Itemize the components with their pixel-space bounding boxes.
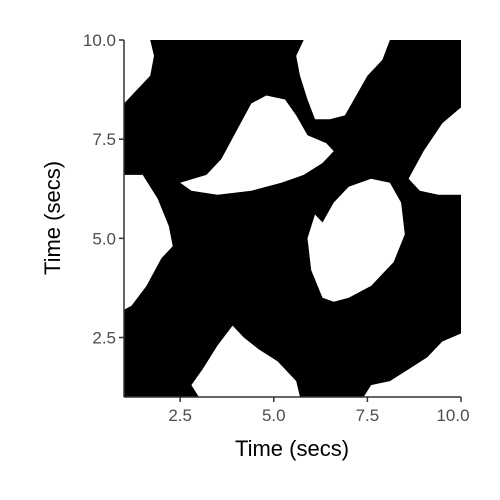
y-tick-label: 7.5 <box>92 130 116 149</box>
recurrent-fill <box>124 40 461 397</box>
non-recurrent-region <box>124 174 173 310</box>
plot-panel <box>123 40 461 398</box>
y-axis-ticks: 2.5 5.0 7.5 10.0 <box>83 31 124 348</box>
non-recurrent-region <box>191 325 300 397</box>
x-axis-title: Time (secs) <box>235 436 349 461</box>
y-tick-label: 5.0 <box>92 229 116 248</box>
x-tick-label: 2.5 <box>168 406 192 425</box>
non-recurrent-region <box>296 40 390 120</box>
non-recurrent-regions <box>124 40 461 397</box>
x-tick-label: 7.5 <box>356 406 380 425</box>
non-recurrent-region <box>180 95 334 195</box>
y-axis-title: Time (secs) <box>40 161 65 275</box>
non-recurrent-region <box>307 178 405 302</box>
x-tick-label: 5.0 <box>262 406 286 425</box>
y-tick-label: 2.5 <box>92 329 116 348</box>
x-axis-ticks: 2.5 5.0 7.5 10.0 <box>168 397 470 425</box>
non-recurrent-region <box>363 333 461 397</box>
non-recurrent-region <box>408 107 461 195</box>
non-recurrent-region <box>124 40 154 104</box>
y-tick-label: 10.0 <box>83 31 116 50</box>
x-tick-label: 10.0 <box>436 406 469 425</box>
